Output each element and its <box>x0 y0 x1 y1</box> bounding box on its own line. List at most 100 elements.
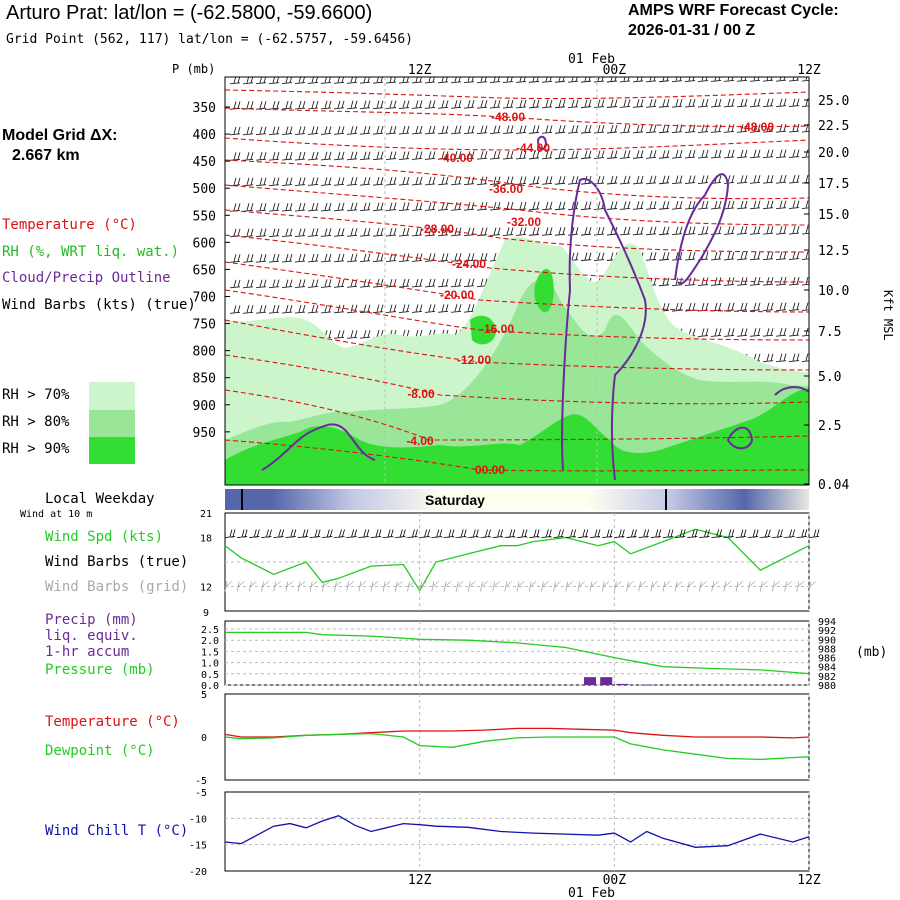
precip-bar-0 <box>584 677 596 685</box>
precip-ytick-1.0: 1.0 <box>201 659 219 670</box>
temp-ytick-0: 0 <box>201 733 207 744</box>
windchill-ytick--15: -15 <box>189 841 207 852</box>
precip-bar-3 <box>640 684 653 686</box>
height-tick-17.5: 17.5 <box>818 177 849 192</box>
bottom-time-tick-1: 00Z <box>603 873 627 888</box>
height-tick-5.0: 5.0 <box>818 370 841 385</box>
wind-ytick-18: 18 <box>200 534 212 545</box>
precip-panel-frame <box>224 620 810 686</box>
cross-section-axes: 3504004505005506006507007508008509009502… <box>193 63 850 888</box>
cloud-outline-top <box>536 135 548 151</box>
lower-panels: 2118122.52.01.51.00.50.09949929909889869… <box>189 509 887 878</box>
pressure-ytick-994: 994 <box>818 617 836 628</box>
cloud-outline-low-1 <box>261 423 376 471</box>
temperature-contour-7 <box>225 261 809 313</box>
cloud-outline-right <box>774 386 809 396</box>
weekday-bar <box>225 489 809 510</box>
pressure-tick-650: 650 <box>193 263 216 278</box>
pressure-tick-750: 750 <box>193 318 216 333</box>
pressure-tick-700: 700 <box>193 290 216 305</box>
pressure-unit-label: (mb) <box>856 645 887 660</box>
height-tick-12.5: 12.5 <box>818 244 849 259</box>
pressure-tick-950: 950 <box>193 426 216 441</box>
wind-barbs-grid <box>224 581 817 592</box>
height-tick-22.5: 22.5 <box>818 119 849 134</box>
legend-rh: RH (%, WRT liq. wat.) <box>2 244 180 260</box>
legend-cloud: Cloud/Precip Outline <box>2 270 171 286</box>
pressure-tick-450: 450 <box>193 155 216 170</box>
wind-ytick-12: 12 <box>200 583 212 594</box>
pressure-tick-850: 850 <box>193 372 216 387</box>
cloud-outline-main <box>561 178 647 481</box>
temperature-line <box>224 727 810 739</box>
temp-contour-label-8: -20.00 <box>440 288 474 302</box>
pressure-tick-600: 600 <box>193 236 216 251</box>
temp-contour-label-10: -12.00 <box>457 353 491 367</box>
legend-temperature: Temperature (°C) <box>2 217 137 233</box>
precip-ytick-2.5: 2.5 <box>201 625 219 636</box>
pressure-tick-550: 550 <box>193 209 216 224</box>
rh-90-region <box>225 388 809 485</box>
temp-contour-label-0: -48.00 <box>491 110 525 124</box>
barb-row-1 <box>229 98 809 110</box>
temperature-contour-2 <box>225 137 809 151</box>
windchill-line <box>224 814 810 848</box>
legend-precip: Precip (mm) <box>45 612 138 628</box>
temperature-contour-1 <box>225 107 809 128</box>
temperature-contour-10 <box>225 354 809 405</box>
bottom-date-label: 01 Feb <box>568 886 615 900</box>
pressure-ytick-980: 980 <box>818 681 836 692</box>
bottom-time-tick-0: 12Z <box>408 873 432 888</box>
weekday-name: Saturday <box>425 492 485 508</box>
dewpoint-line <box>224 732 810 761</box>
top-time-tick-2: 12Z <box>797 63 821 78</box>
temp-contour-label-7: -24.00 <box>452 257 486 271</box>
cloud-outline-small <box>726 426 754 450</box>
top-time-tick-0: 12Z <box>408 63 432 78</box>
height-tick-20.0: 20.0 <box>818 146 849 161</box>
forecast-cycle-value: 2026-01-31 / 00 Z <box>628 22 756 39</box>
pressure-axis-label: P (mb) <box>172 62 215 76</box>
temp-contour-label-3: -40.00 <box>439 151 473 165</box>
model-grid-label: Model Grid ΔX: <box>2 127 118 144</box>
temp-contour-label-4: -36.00 <box>489 182 523 196</box>
height-tick-7.5: 7.5 <box>818 325 841 340</box>
rh-bin-label-90: RH > 90% <box>2 441 70 457</box>
pressure-ytick-984: 984 <box>818 663 836 674</box>
temp-contour-label-2: -48.00 <box>740 120 774 134</box>
station-title: Arturo Prat: lat/lon = (-62.5800, -59.66… <box>6 2 373 24</box>
legend-wind-barbs-true: Wind Barbs (true) <box>45 554 189 570</box>
temperature-contour-4 <box>225 184 809 226</box>
windchill-panel-frame <box>224 791 810 872</box>
temp-contour-label-5: -32.00 <box>507 215 541 229</box>
temperature-contour-5 <box>225 209 809 253</box>
bottom-time-tick-2: 12Z <box>797 873 821 888</box>
wind-barbs-true <box>224 529 820 538</box>
precip-top-label: 9 <box>203 608 209 619</box>
height-tick-15.0: 15.0 <box>818 208 849 223</box>
legend-wind-chill: Wind Chill T (°C) <box>45 823 189 839</box>
barb-row-0 <box>229 77 809 85</box>
height-tick-25.0: 25.0 <box>818 94 849 109</box>
precip-ytick-1.5: 1.5 <box>201 647 219 658</box>
rh-bin-label-80: RH > 80% <box>2 414 70 430</box>
precip-ytick-0.0: 0.0 <box>201 681 219 692</box>
height-tick-0.04: 0.04 <box>818 478 849 493</box>
wind-ytick-21: 21 <box>200 509 212 520</box>
temp-ytick--5: -5 <box>195 776 207 787</box>
temperature-contour-8 <box>225 289 809 341</box>
pressure-tick-350: 350 <box>193 101 216 116</box>
legend-wind-barbs-grid: Wind Barbs (grid) <box>45 579 189 595</box>
top-date-label: 01 Feb <box>568 52 615 67</box>
height-tick-10.0: 10.0 <box>818 284 849 299</box>
rh-90-cell-1 <box>534 269 554 313</box>
rh-swatch-90 <box>89 437 135 464</box>
pressure-tick-400: 400 <box>193 128 216 143</box>
model-grid-value: 2.667 km <box>12 147 80 164</box>
legend-pressure: Pressure (mb) <box>45 662 155 678</box>
temp-contour-label-13: 00.00 <box>475 463 505 477</box>
legend-temperature-2m: Temperature (°C) <box>45 714 180 730</box>
wind-height-note: Wind at 10 m <box>20 509 93 520</box>
temp-contour-label-11: -8.00 <box>407 387 435 401</box>
temp-contour-label-12: -4.00 <box>406 434 434 448</box>
